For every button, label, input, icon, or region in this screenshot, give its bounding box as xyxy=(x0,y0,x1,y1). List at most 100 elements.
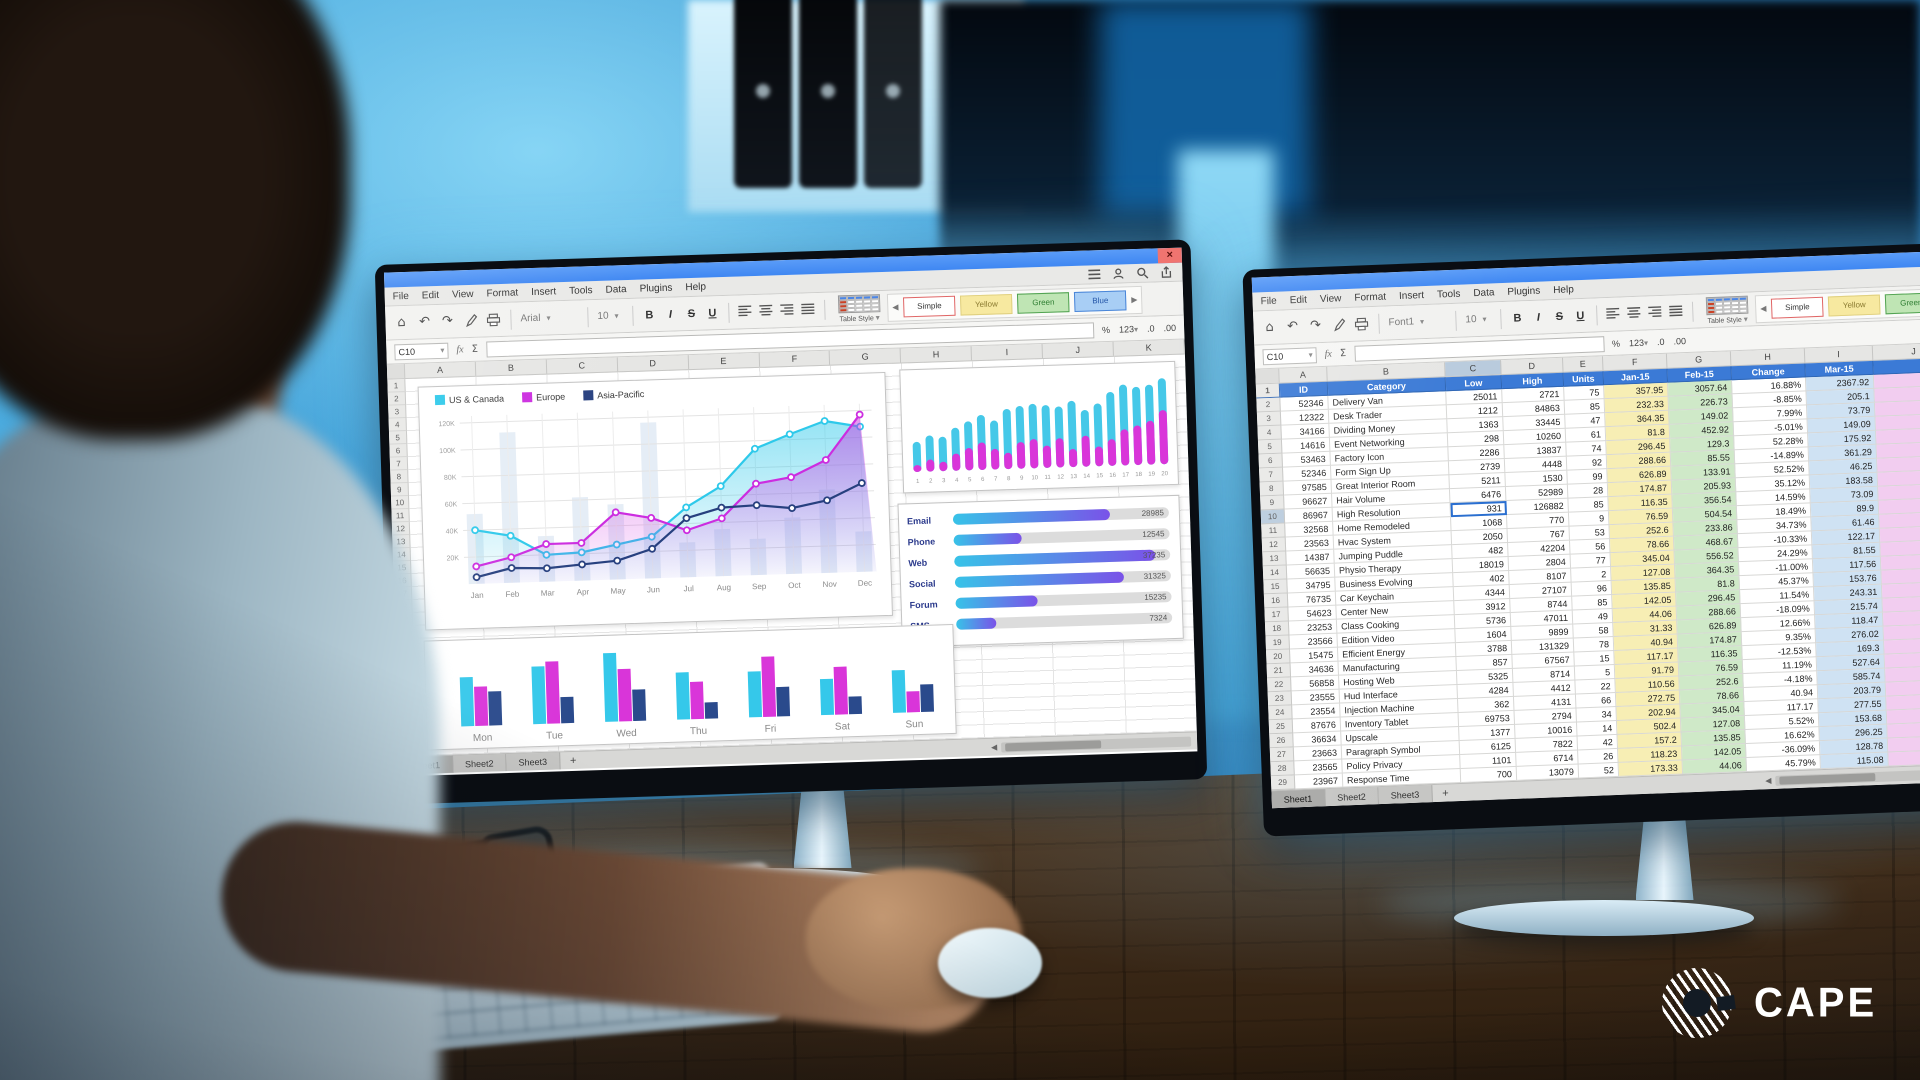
cell[interactable]: 22 xyxy=(1575,678,1616,695)
column-header-B[interactable]: B xyxy=(475,359,548,376)
row-header[interactable]: 1 xyxy=(387,379,405,393)
redo-icon[interactable]: ↷ xyxy=(1309,318,1322,334)
align-left-icon[interactable] xyxy=(738,304,752,319)
style-chip-blue[interactable]: Blue xyxy=(1074,289,1127,312)
row-header[interactable]: 5 xyxy=(388,431,407,445)
style-chip-simple[interactable]: Simple xyxy=(903,295,956,317)
column-header-G[interactable]: G xyxy=(1666,351,1732,368)
fx-icon[interactable]: fx xyxy=(1324,348,1333,360)
cell[interactable]: 23967 xyxy=(1294,773,1344,790)
column-header-F[interactable]: F xyxy=(1602,353,1668,371)
column-header-C[interactable]: C xyxy=(546,357,618,374)
italic-button[interactable]: I xyxy=(1536,311,1541,324)
underline-button[interactable]: U xyxy=(708,306,717,319)
column-header-K[interactable]: K xyxy=(1113,339,1185,356)
row-header[interactable]: 23 xyxy=(1267,691,1293,707)
font-family-select[interactable]: Arial ▾ xyxy=(520,312,551,325)
cell[interactable]: 23 xyxy=(1881,567,1920,585)
align-right-icon[interactable] xyxy=(780,303,794,317)
close-button[interactable]: × xyxy=(1157,247,1183,264)
menu-plugins[interactable]: Plugins xyxy=(1507,285,1541,298)
horizontal-scrollbar[interactable] xyxy=(1775,768,1920,786)
name-box[interactable]: C10 ▾ xyxy=(1262,346,1317,365)
paint-format-icon[interactable] xyxy=(1330,316,1347,335)
cell[interactable]: 173.33 xyxy=(1618,760,1684,777)
row-header[interactable]: 4 xyxy=(388,418,406,432)
cell[interactable]: 52 xyxy=(1578,762,1620,779)
style-chip-green[interactable]: Green xyxy=(1884,291,1920,314)
align-justify-icon[interactable] xyxy=(801,302,815,317)
cell[interactable]: 9 xyxy=(1568,511,1610,527)
decrease-decimal-button[interactable]: .0 xyxy=(1656,336,1665,347)
undo-icon[interactable]: ↶ xyxy=(418,314,431,330)
row-header[interactable]: 10 xyxy=(391,496,409,510)
column-header-I[interactable]: I xyxy=(1804,345,1874,363)
cell[interactable]: 44.06 xyxy=(1682,757,1748,775)
menu-plugins[interactable]: Plugins xyxy=(639,282,673,295)
column-header-C[interactable]: C xyxy=(1445,360,1502,377)
decrease-decimal-button[interactable]: .0 xyxy=(1146,322,1155,334)
row-header[interactable]: 2 xyxy=(1256,397,1281,413)
menu-insert[interactable]: Insert xyxy=(531,285,557,298)
cell[interactable]: 18 xyxy=(1883,623,1920,641)
align-center-icon[interactable] xyxy=(1627,306,1642,321)
cell[interactable]: 78 xyxy=(1573,637,1615,653)
style-chip-simple[interactable]: Simple xyxy=(1771,296,1824,319)
cell[interactable] xyxy=(1879,525,1920,543)
column-header-F[interactable]: F xyxy=(759,350,831,367)
font-size-select[interactable]: 10 ▾ xyxy=(597,310,619,322)
align-justify-icon[interactable] xyxy=(1669,304,1684,320)
menu-data[interactable]: Data xyxy=(1473,286,1495,299)
menu-tools[interactable]: Tools xyxy=(1436,288,1461,301)
cell[interactable] xyxy=(1879,511,1920,529)
row-header[interactable]: 24 xyxy=(1268,705,1293,721)
row-header[interactable]: 28 xyxy=(1270,761,1295,777)
home-icon[interactable]: ⌂ xyxy=(1265,319,1275,336)
number-format-button[interactable]: 123▾ xyxy=(1118,323,1139,335)
cell[interactable]: 85 xyxy=(1572,595,1613,611)
row-header[interactable]: 4 xyxy=(1257,425,1282,441)
menu-help[interactable]: Help xyxy=(1553,283,1574,296)
cell[interactable]: 61 xyxy=(1565,427,1607,443)
row-header[interactable]: 7 xyxy=(389,457,408,471)
paint-format-icon[interactable] xyxy=(462,311,479,329)
gallery-prev-icon[interactable]: ◀ xyxy=(892,302,899,312)
row-header[interactable]: 3 xyxy=(1256,411,1282,427)
cell[interactable] xyxy=(1876,427,1920,445)
add-sheet-button[interactable]: + xyxy=(569,754,577,767)
sheet-tab-sheet3[interactable]: Sheet3 xyxy=(506,752,561,772)
hamburger-icon[interactable] xyxy=(1086,268,1102,280)
gallery-prev-icon[interactable]: ◀ xyxy=(1760,303,1767,314)
redo-icon[interactable]: ↷ xyxy=(441,313,454,329)
bold-button[interactable]: B xyxy=(645,308,654,321)
cell[interactable]: 115.08 xyxy=(1820,752,1889,770)
percent-format-button[interactable]: % xyxy=(1611,338,1621,349)
cell[interactable] xyxy=(1877,469,1920,487)
increase-decimal-button[interactable]: .00 xyxy=(1163,322,1177,333)
increase-decimal-button[interactable]: .00 xyxy=(1673,335,1687,346)
print-icon[interactable] xyxy=(485,310,502,328)
scroll-left-icon[interactable]: ◀ xyxy=(990,742,998,752)
sum-icon[interactable]: Σ xyxy=(1339,348,1347,360)
cell[interactable]: 364.2 xyxy=(1885,679,1920,697)
right-grid[interactable]: 1 ID Category Low High Units Jan-15 Feb-15 Chang… xyxy=(1255,357,1920,791)
row-header[interactable]: 29 xyxy=(1270,775,1296,791)
menu-tools[interactable]: Tools xyxy=(569,284,593,297)
cell[interactable] xyxy=(1877,455,1920,473)
print-icon[interactable] xyxy=(1353,315,1370,334)
row-header[interactable]: 5 xyxy=(1257,439,1283,455)
column-header-E[interactable]: E xyxy=(688,352,760,370)
row-header[interactable]: 8 xyxy=(390,470,408,484)
underline-button[interactable]: U xyxy=(1576,309,1585,322)
row-header[interactable]: 6 xyxy=(1258,453,1283,469)
align-left-icon[interactable] xyxy=(1606,307,1621,322)
column-header-A[interactable]: A xyxy=(404,361,477,379)
row-header[interactable]: 22 xyxy=(1267,677,1292,693)
style-chip-yellow[interactable]: Yellow xyxy=(960,293,1013,316)
menu-file[interactable]: File xyxy=(392,290,410,302)
column-header-J[interactable]: J xyxy=(1042,341,1114,358)
left-cells[interactable]: 20K 40K 60K 80K 100K 120K Jan Feb Mar Apr May Jun Ju… xyxy=(405,354,1197,756)
row-header[interactable]: 8 xyxy=(1259,481,1285,497)
cell[interactable]: 75 xyxy=(1564,385,1605,401)
row-header[interactable]: 12 xyxy=(391,522,410,536)
